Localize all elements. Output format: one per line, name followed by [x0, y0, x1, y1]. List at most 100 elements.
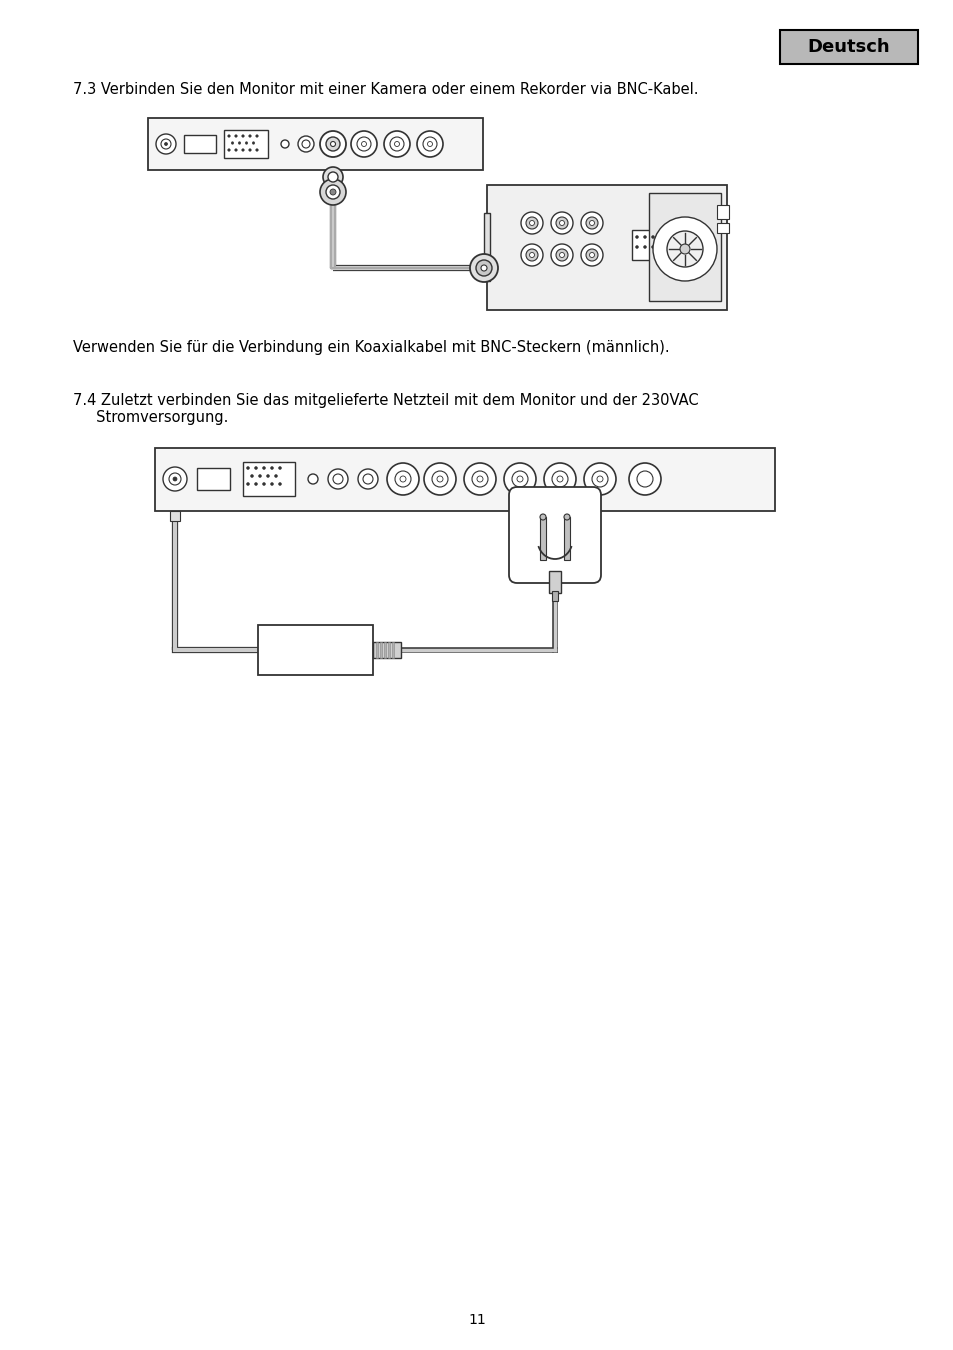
Circle shape — [520, 212, 542, 234]
Bar — [384, 643, 386, 657]
Circle shape — [231, 142, 233, 144]
Circle shape — [423, 463, 456, 495]
Circle shape — [529, 252, 534, 258]
Circle shape — [319, 131, 346, 157]
Bar — [648, 193, 720, 301]
Bar — [257, 625, 373, 675]
Circle shape — [333, 474, 343, 485]
Bar — [539, 517, 545, 560]
Bar — [780, 30, 917, 63]
Circle shape — [470, 254, 497, 282]
Bar — [717, 223, 728, 234]
Bar — [486, 185, 726, 310]
Bar — [552, 591, 558, 601]
Circle shape — [395, 471, 411, 487]
Circle shape — [255, 135, 258, 138]
Circle shape — [583, 463, 616, 495]
Circle shape — [387, 463, 418, 495]
Circle shape — [427, 142, 432, 147]
Circle shape — [357, 468, 377, 489]
Circle shape — [597, 477, 602, 482]
Circle shape — [529, 220, 534, 225]
Circle shape — [271, 467, 274, 470]
Bar — [148, 117, 482, 170]
Circle shape — [246, 482, 250, 486]
Circle shape — [399, 477, 406, 482]
Circle shape — [480, 265, 486, 271]
Circle shape — [628, 463, 660, 495]
Bar — [717, 205, 728, 219]
Circle shape — [238, 142, 240, 144]
Circle shape — [254, 482, 257, 486]
Circle shape — [543, 463, 576, 495]
Circle shape — [659, 235, 661, 239]
Circle shape — [551, 212, 573, 234]
Circle shape — [169, 472, 181, 485]
Circle shape — [635, 246, 638, 248]
Bar — [224, 130, 268, 158]
Circle shape — [589, 252, 594, 258]
Circle shape — [643, 246, 646, 248]
Circle shape — [525, 217, 537, 230]
Bar — [379, 643, 381, 657]
Bar — [563, 517, 569, 560]
Circle shape — [580, 212, 602, 234]
Circle shape — [556, 248, 567, 261]
Text: Verwenden Sie für die Verbindung ein Koaxialkabel mit BNC-Steckern (männlich).: Verwenden Sie für die Verbindung ein Koa… — [73, 340, 669, 355]
Bar — [196, 468, 230, 490]
Circle shape — [326, 136, 339, 151]
Circle shape — [172, 477, 177, 481]
Circle shape — [156, 134, 175, 154]
FancyBboxPatch shape — [509, 487, 600, 583]
Circle shape — [258, 474, 261, 478]
Circle shape — [266, 474, 269, 478]
Circle shape — [262, 467, 265, 470]
Circle shape — [246, 467, 250, 470]
Circle shape — [278, 467, 281, 470]
Circle shape — [228, 148, 230, 151]
Circle shape — [328, 171, 337, 182]
Circle shape — [241, 135, 244, 138]
Circle shape — [252, 142, 254, 144]
Circle shape — [234, 135, 237, 138]
Circle shape — [161, 139, 171, 148]
Bar — [373, 643, 400, 657]
Circle shape — [249, 135, 251, 138]
Bar — [375, 643, 377, 657]
Circle shape — [255, 148, 258, 151]
Circle shape — [422, 136, 436, 151]
Circle shape — [281, 140, 289, 148]
Bar — [243, 462, 294, 495]
Circle shape — [552, 471, 567, 487]
Bar — [154, 448, 774, 512]
Circle shape — [249, 148, 251, 151]
Circle shape — [472, 471, 488, 487]
Circle shape — [271, 482, 274, 486]
Text: Deutsch: Deutsch — [807, 38, 889, 55]
Circle shape — [556, 217, 567, 230]
Bar — [548, 571, 560, 593]
Bar — [388, 643, 390, 657]
Circle shape — [589, 220, 594, 225]
Circle shape — [384, 131, 410, 157]
Circle shape — [517, 477, 522, 482]
Circle shape — [585, 248, 598, 261]
Text: 7.3 Verbinden Sie den Monitor mit einer Kamera oder einem Rekorder via BNC-Kabel: 7.3 Verbinden Sie den Monitor mit einer … — [73, 82, 698, 97]
Text: 11: 11 — [468, 1314, 485, 1327]
Bar — [483, 213, 490, 281]
Circle shape — [326, 185, 339, 198]
Circle shape — [245, 142, 248, 144]
Circle shape — [363, 474, 373, 485]
Circle shape — [319, 180, 346, 205]
Circle shape — [525, 248, 537, 261]
Circle shape — [637, 471, 652, 487]
Circle shape — [432, 471, 448, 487]
Circle shape — [666, 231, 702, 267]
Circle shape — [351, 131, 376, 157]
Circle shape — [512, 471, 527, 487]
Circle shape — [297, 136, 314, 153]
Circle shape — [308, 474, 317, 485]
Circle shape — [416, 131, 442, 157]
Circle shape — [356, 136, 371, 151]
Circle shape — [274, 474, 277, 478]
